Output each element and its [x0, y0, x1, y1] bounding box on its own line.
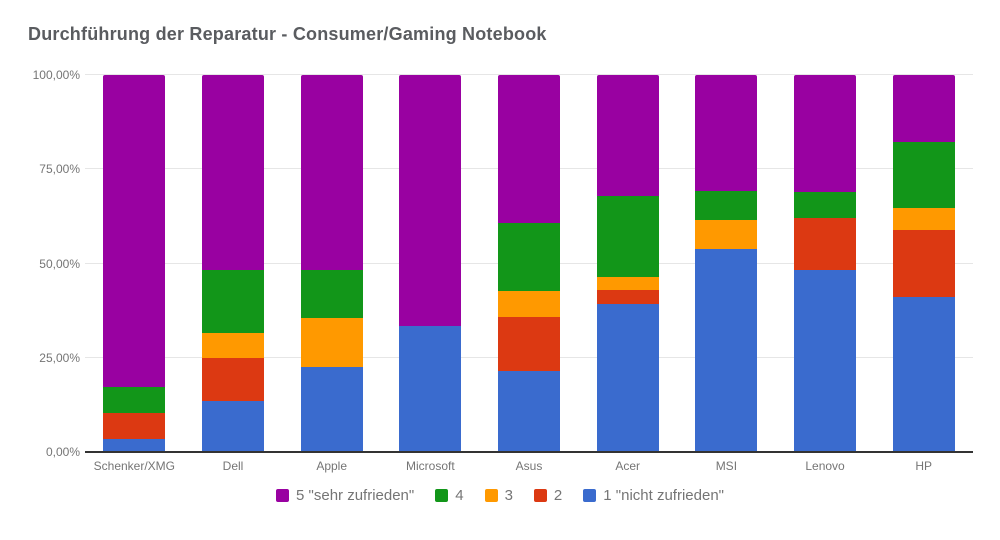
segment-4-msi[interactable]: [695, 191, 758, 221]
segment-4-dell[interactable]: [202, 270, 264, 334]
segment-1-asus[interactable]: [498, 371, 561, 452]
segment-5-microsoft[interactable]: [399, 75, 462, 327]
segment-1-microsoft[interactable]: [399, 326, 462, 452]
legend: 5 "sehr zufrieden" 4 3 2 1 "nicht zufrieden": [0, 487, 1000, 504]
column-acer: [578, 75, 677, 452]
segment-1-dell[interactable]: [202, 401, 264, 452]
bar-asus: [498, 75, 561, 452]
segment-5-schenker-xmg[interactable]: [103, 75, 166, 388]
segment-1-schenker-xmg[interactable]: [103, 439, 166, 452]
legend-label-2: 2: [553, 487, 563, 504]
segment-4-asus[interactable]: [498, 223, 561, 291]
x-tick-lenovo: Lenovo: [805, 459, 845, 473]
segment-4-hp[interactable]: [892, 141, 955, 209]
plot-area: [85, 74, 973, 453]
legend-item-4[interactable]: 4: [435, 487, 464, 504]
segment-2-acer[interactable]: [596, 290, 659, 304]
chart-title: Durchführung der Reparatur - Consumer/Ga…: [28, 24, 547, 44]
segment-2-hp[interactable]: [892, 230, 955, 297]
bar-apple: [300, 75, 363, 452]
column-msi: [677, 75, 776, 452]
y-tick-50: 50,00%: [39, 256, 80, 271]
segment-4-schenker-xmg[interactable]: [103, 387, 166, 414]
segment-3-apple[interactable]: [300, 318, 363, 367]
bar-hp: [892, 75, 955, 452]
bar-msi: [695, 75, 758, 452]
legend-swatch-4: [435, 489, 449, 502]
x-tick-msi: MSI: [715, 459, 738, 473]
column-dell: [184, 75, 283, 452]
legend-label-3: 3: [504, 487, 513, 504]
gridline-100: [85, 74, 973, 75]
column-asus: [480, 75, 579, 452]
x-axis-labels: Schenker/XMG Dell Apple Microsoft Asus Acer MS…: [85, 459, 973, 473]
x-tick-schenker-xmg: Schenker/XMG: [93, 459, 176, 473]
segment-2-asus[interactable]: [498, 317, 561, 372]
x-tick-apple: Apple: [316, 459, 348, 473]
legend-item-2[interactable]: 2: [533, 487, 563, 504]
y-tick-75: 75,00%: [39, 162, 80, 177]
segment-5-dell[interactable]: [202, 75, 264, 271]
column-lenovo: [776, 75, 875, 452]
segment-1-lenovo[interactable]: [794, 269, 857, 452]
segment-1-hp[interactable]: [892, 296, 955, 452]
x-axis-baseline: [85, 451, 973, 453]
legend-item-5[interactable]: 5 "sehr zufrieden": [276, 487, 414, 504]
segment-2-lenovo[interactable]: [794, 217, 857, 270]
segment-5-lenovo[interactable]: [794, 75, 857, 192]
segment-5-hp[interactable]: [892, 75, 955, 142]
bar-dell: [202, 75, 264, 452]
legend-label-5: 5 "sehr zufrieden": [296, 487, 415, 504]
segment-5-apple[interactable]: [300, 75, 363, 270]
legend-item-1[interactable]: 1 "nicht zufrieden": [583, 487, 724, 504]
column-apple: [282, 75, 381, 452]
legend-swatch-5: [276, 489, 290, 502]
x-tick-asus: Asus: [515, 459, 543, 473]
legend-label-4: 4: [455, 487, 464, 504]
segment-3-acer[interactable]: [596, 276, 659, 291]
segment-3-asus[interactable]: [498, 290, 561, 318]
legend-swatch-2: [533, 489, 547, 502]
segment-3-msi[interactable]: [695, 220, 758, 250]
segment-3-hp[interactable]: [892, 208, 955, 231]
segment-4-lenovo[interactable]: [794, 191, 857, 218]
x-tick-microsoft: Microsoft: [406, 459, 455, 473]
x-tick-hp: HP: [915, 459, 933, 473]
y-tick-25: 25,00%: [39, 350, 80, 365]
segment-3-dell[interactable]: [202, 333, 264, 358]
column-hp: [874, 75, 973, 452]
column-microsoft: [381, 75, 480, 452]
bars-container: [85, 75, 973, 452]
bar-lenovo: [794, 75, 857, 452]
x-tick-dell: Dell: [222, 459, 244, 473]
segment-5-asus[interactable]: [498, 75, 561, 224]
segment-1-msi[interactable]: [695, 249, 758, 452]
y-tick-100: 100,00%: [32, 68, 80, 82]
y-tick-0: 0,00%: [45, 445, 80, 459]
segment-4-acer[interactable]: [596, 196, 659, 277]
segment-4-apple[interactable]: [300, 269, 363, 319]
segment-5-msi[interactable]: [695, 75, 758, 192]
segment-2-dell[interactable]: [202, 357, 264, 402]
legend-label-1: 1 "nicht zufrieden": [603, 487, 724, 504]
legend-swatch-1: [583, 489, 597, 502]
bar-acer: [596, 75, 659, 452]
segment-5-acer[interactable]: [596, 75, 659, 197]
column-schenker-xmg: [85, 75, 184, 452]
x-tick-acer: Acer: [615, 459, 641, 473]
bar-microsoft: [399, 75, 462, 452]
segment-2-schenker-xmg[interactable]: [103, 413, 166, 440]
bar-schenker-xmg: [103, 75, 166, 452]
segment-1-acer[interactable]: [596, 303, 659, 452]
segment-1-apple[interactable]: [300, 366, 363, 452]
legend-swatch-3: [484, 489, 498, 502]
legend-item-3[interactable]: 3: [484, 487, 513, 504]
